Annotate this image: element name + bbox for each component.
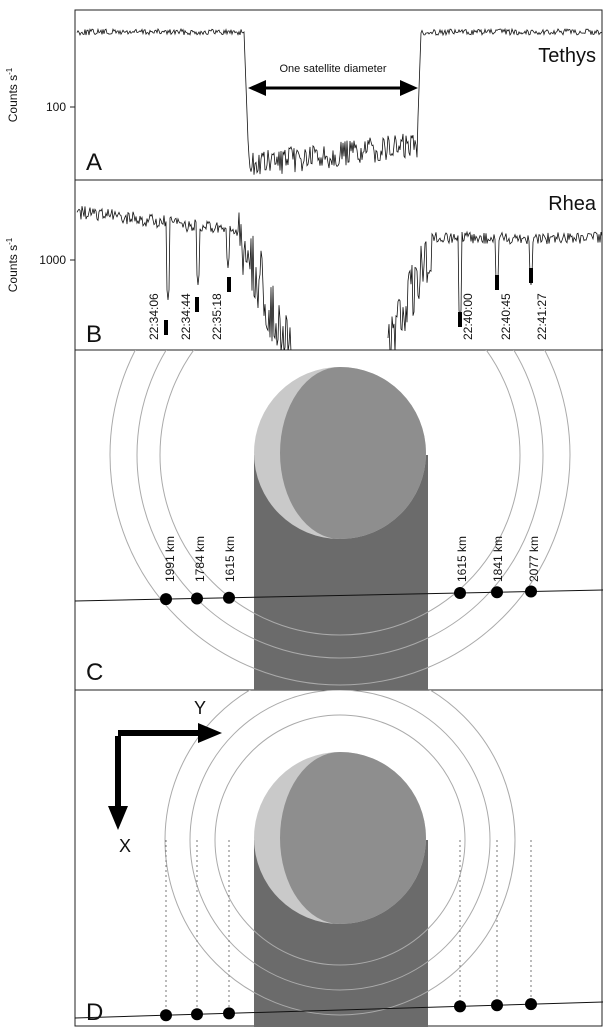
distance-label: 1615 km [455, 536, 469, 582]
distance-label: 1991 km [163, 536, 177, 582]
axis-label: Y [194, 698, 206, 718]
tick-label: 100 [46, 100, 66, 114]
crossing-dot [491, 586, 503, 599]
time-labels: 22:34:06 22:34:44 22:35:18 22:40:00 22:40:45… [147, 268, 549, 340]
event-bar [227, 277, 231, 292]
crossing-dot [454, 1000, 466, 1013]
panel-b [76, 206, 603, 350]
axis-label: X [119, 836, 131, 856]
y-label: Counts s-1 [5, 237, 20, 292]
crossing-dot [223, 591, 235, 604]
trace [76, 27, 603, 175]
crossing-dot [525, 998, 537, 1011]
crossing-dot [191, 592, 203, 605]
y-label-text: Counts s [6, 75, 20, 122]
tick-label: 1000 [39, 253, 66, 267]
crossing-dot [525, 585, 537, 598]
event-bar [529, 268, 533, 283]
panel-letter: B [86, 321, 102, 348]
time-label: 22:40:45 [499, 293, 513, 340]
time-label: 22:41:27 [535, 293, 549, 340]
time-label: 22:35:18 [210, 293, 224, 340]
distance-label: 1615 km [223, 536, 237, 582]
distance-label: 1784 km [193, 536, 207, 582]
panel-letter: A [86, 149, 102, 176]
panel-c [75, 350, 603, 690]
time-label: 22:34:44 [179, 293, 193, 340]
event-bar [458, 312, 462, 327]
panel-letter: C [86, 659, 103, 686]
diameter-arrow [248, 80, 418, 96]
crossing-dot [491, 999, 503, 1012]
y-label-exponent: -1 [5, 67, 14, 75]
distance-label: 2077 km [527, 536, 541, 582]
target-name: Tethys [538, 45, 596, 67]
crossing-dot [454, 586, 466, 599]
annotation: One satellite diameter [280, 63, 387, 75]
distance-label: 1841 km [491, 536, 505, 582]
event-bar [495, 275, 499, 290]
axes-arrows [108, 723, 222, 830]
crossing-dot [223, 1007, 235, 1020]
time-label: 22:34:06 [147, 293, 161, 340]
y-label-exponent: -1 [5, 237, 14, 245]
distance-labels: 1991 km 1784 km 1615 km 1615 km 1841 km 2077 … [160, 536, 541, 606]
target-name: Rhea [548, 193, 597, 215]
crossing-dot [191, 1008, 203, 1021]
panel-d [75, 690, 603, 1027]
panel-a [76, 27, 603, 175]
event-bar [195, 297, 199, 312]
trace [76, 206, 603, 350]
y-label-text: Counts s [6, 245, 20, 292]
y-label: Counts s-1 [5, 67, 20, 122]
time-label: 22:40:00 [461, 293, 475, 340]
event-bar [164, 320, 168, 335]
crossing-dot [160, 1009, 172, 1022]
panel-letter: D [86, 999, 103, 1026]
crossing-dot [160, 593, 172, 606]
